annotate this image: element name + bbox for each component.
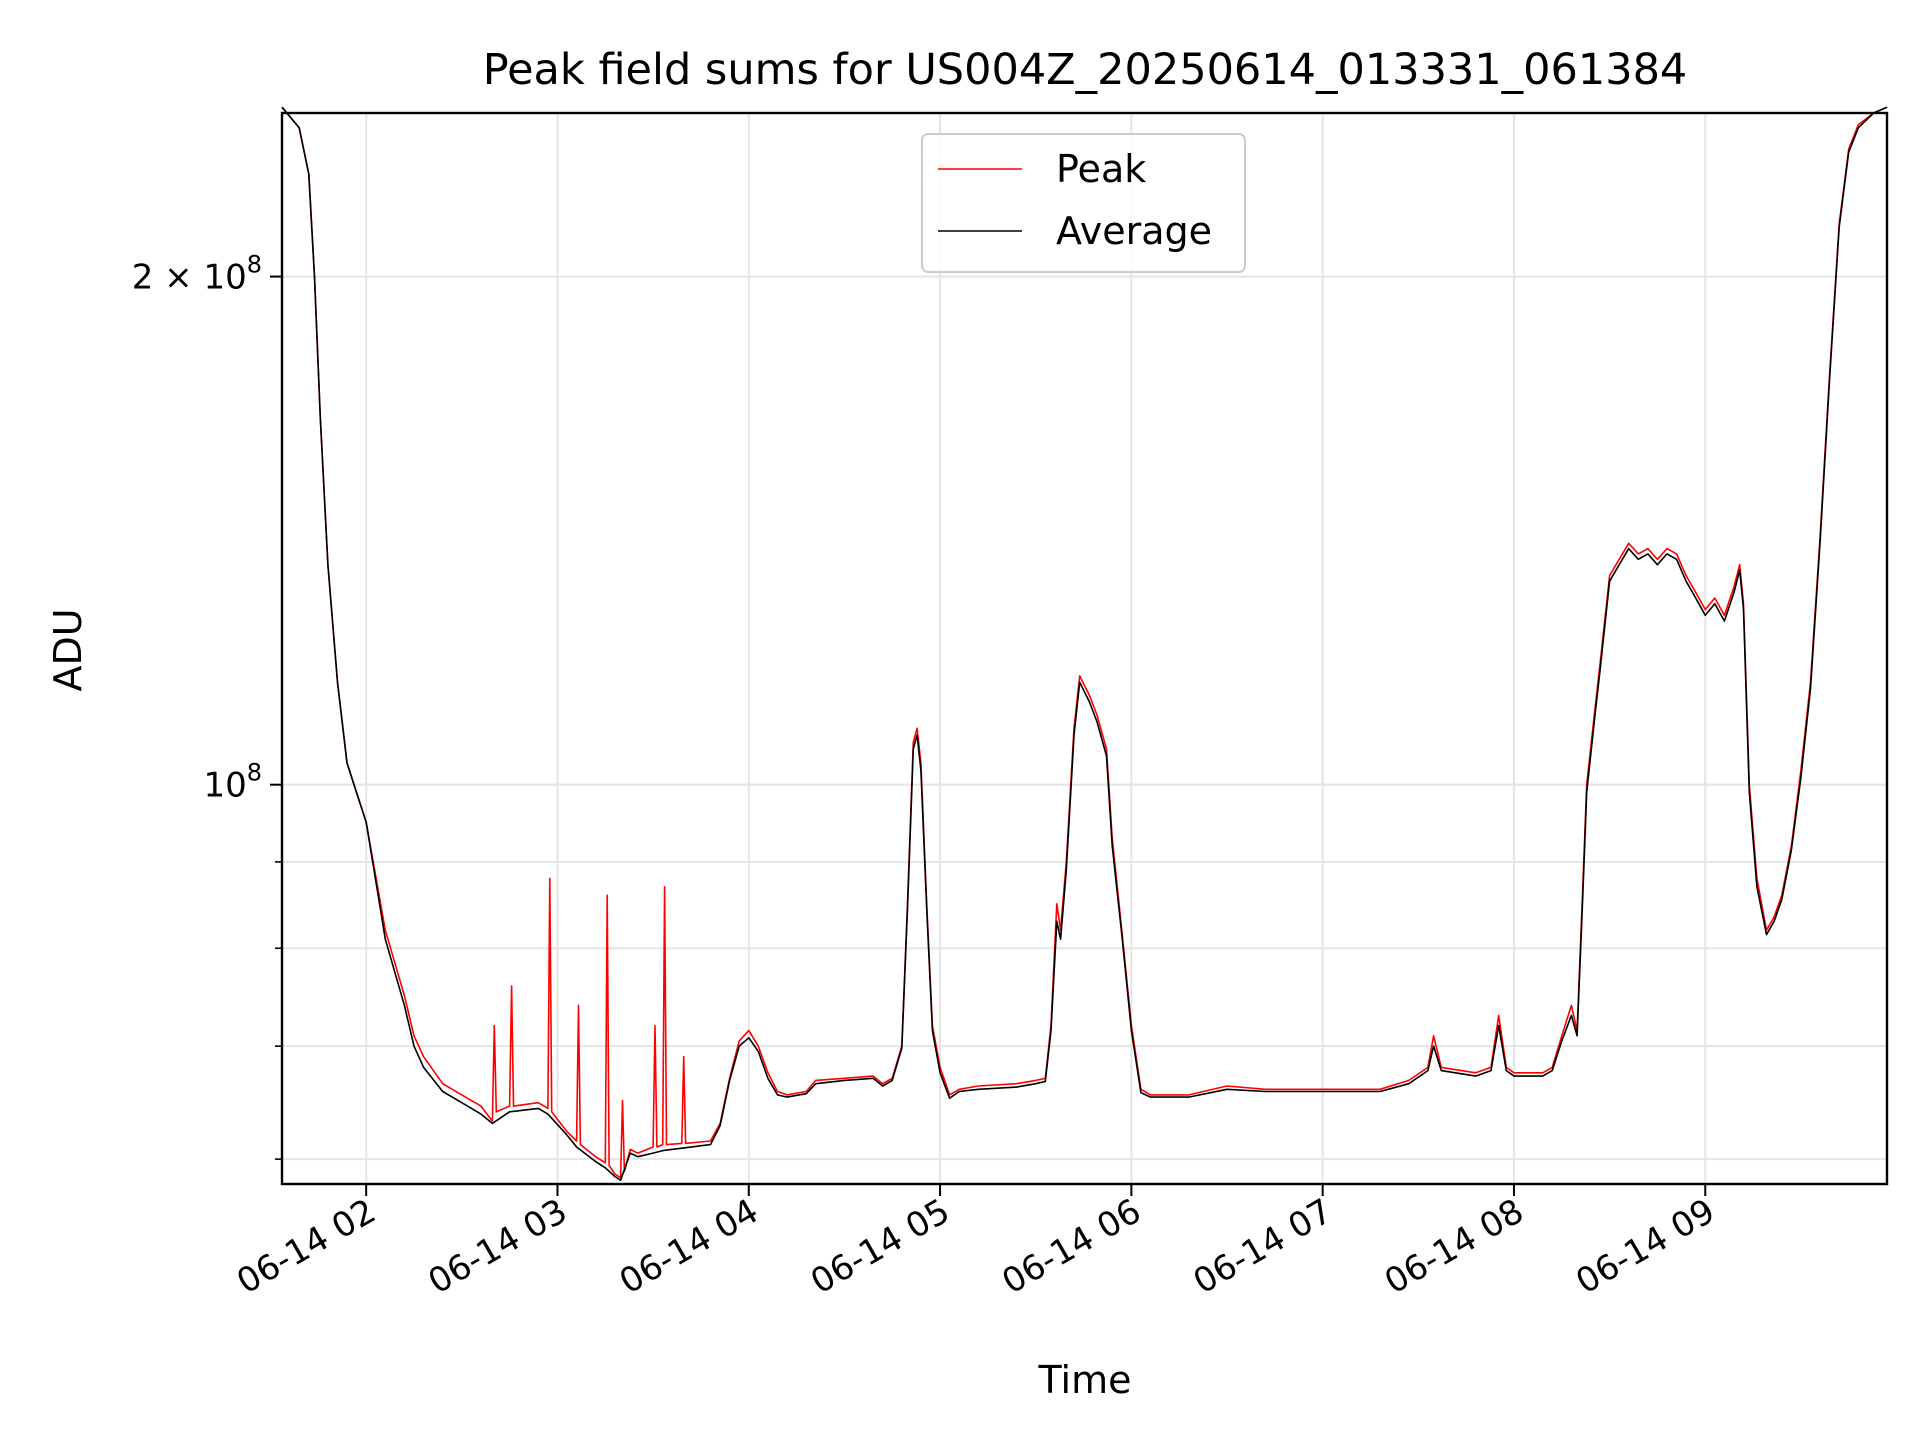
chart-title: Peak field sums for US004Z_20250614_0133… xyxy=(483,45,1688,95)
legend: Peak Average xyxy=(921,133,1246,273)
series-group xyxy=(281,106,1888,1181)
series-line-average xyxy=(281,106,1888,1181)
grid xyxy=(282,113,1887,1184)
y-tick-label: 2 × 108 xyxy=(132,251,262,298)
legend-label-peak: Peak xyxy=(1056,147,1146,191)
y-tick-label: 108 xyxy=(203,759,262,806)
series-line-peak xyxy=(281,106,1888,1179)
plot-frame xyxy=(280,111,1889,1186)
x-axis-label: Time xyxy=(1038,1358,1132,1402)
y-axis: 108 2 × 108 xyxy=(132,251,282,1160)
y-axis-label: ADU xyxy=(46,608,90,691)
legend-label-average: Average xyxy=(1056,209,1212,253)
